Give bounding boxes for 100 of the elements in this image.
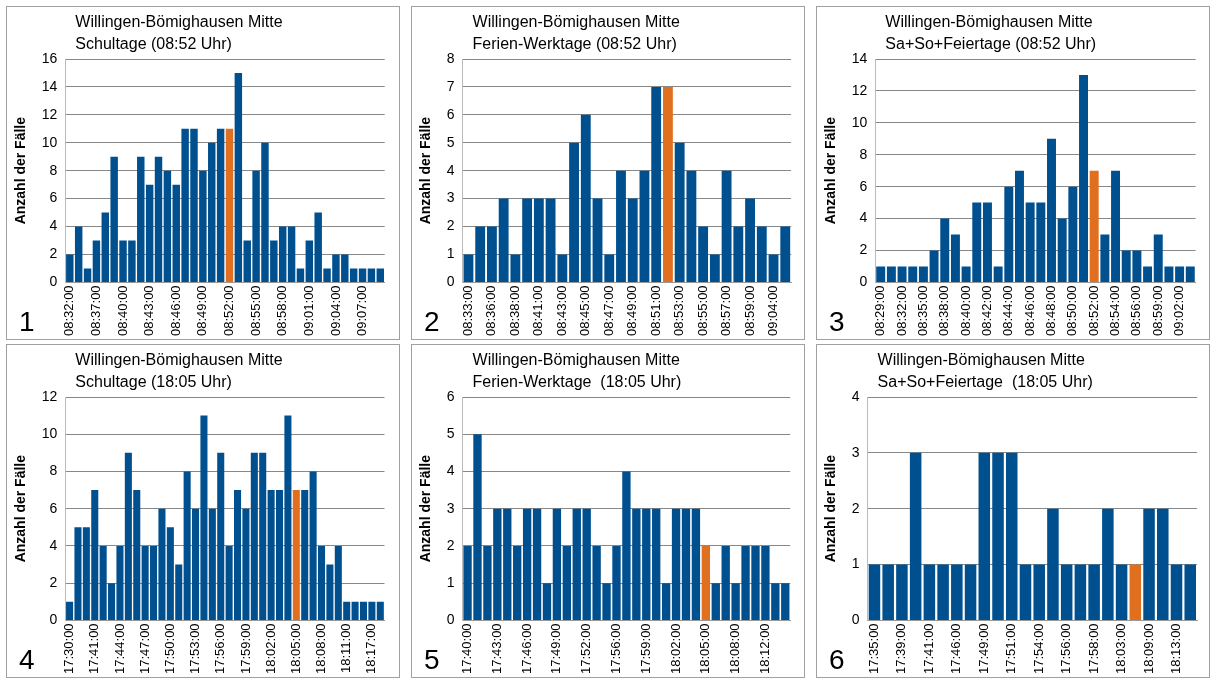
y-tick-label: 6 xyxy=(446,105,455,122)
chart-title: Willingen-Bömighausen Mitte xyxy=(75,13,283,30)
bar xyxy=(1100,234,1110,282)
x-tick-label: 17:58:00 xyxy=(1085,623,1101,675)
x-tick-label: 09:02:00 xyxy=(1171,285,1187,337)
x-tick-label: 08:40:00 xyxy=(114,285,130,337)
bar xyxy=(1060,564,1073,620)
chart-title: Willingen-Bömighausen Mitte xyxy=(877,351,1085,368)
bar xyxy=(1175,266,1185,282)
chart-title: Willingen-Bömighausen Mitte xyxy=(885,13,1093,30)
y-axis-title: Anzahl der Fälle xyxy=(822,454,839,563)
bar xyxy=(616,170,626,282)
bar xyxy=(572,508,581,620)
x-tick-label: 08:38:00 xyxy=(506,285,522,337)
y-tick-label: 8 xyxy=(49,161,58,178)
bar xyxy=(376,601,384,620)
y-tick-label: 0 xyxy=(49,611,58,628)
x-tick-label: 08:37:00 xyxy=(88,285,103,337)
bar xyxy=(475,226,486,282)
x-tick-label: 18:08:00 xyxy=(313,623,329,675)
x-tick-label: 08:49:00 xyxy=(624,285,640,337)
x-tick-label: 08:58:00 xyxy=(274,285,290,337)
x-tick-label: 18:03:00 xyxy=(1113,623,1129,675)
chart-title: Willingen-Bömighausen Mitte xyxy=(472,13,680,30)
x-tick-label: 18:08:00 xyxy=(727,623,743,675)
x-tick-label: 08:45:00 xyxy=(577,285,593,337)
y-tick-label: 12 xyxy=(41,105,58,122)
bar xyxy=(1170,564,1183,620)
chart-subtitle: Schultage (08:52 Uhr) xyxy=(75,35,232,52)
y-tick-label: 6 xyxy=(859,177,868,194)
x-tick-label: 17:41:00 xyxy=(86,623,102,675)
y-tick-label: 0 xyxy=(446,273,455,290)
bar xyxy=(937,564,949,620)
chart-title: Willingen-Bömighausen Mitte xyxy=(472,351,680,368)
bar xyxy=(1005,452,1018,620)
bar xyxy=(592,198,603,282)
x-tick-label: 17:56:00 xyxy=(1058,623,1074,675)
x-tick-label: 08:55:00 xyxy=(247,285,263,337)
x-tick-label: 18:12:00 xyxy=(757,623,772,675)
y-tick-label: 3 xyxy=(446,499,455,516)
bar xyxy=(882,564,894,620)
y-tick-label: 0 xyxy=(49,273,58,290)
x-tick-label: 17:59:00 xyxy=(237,623,253,675)
x-tick-label: 17:40:00 xyxy=(459,623,475,675)
x-tick-label: 08:35:00 xyxy=(914,285,930,337)
bar xyxy=(639,170,650,282)
x-tick-label: 17:43:00 xyxy=(488,623,504,675)
y-tick-label: 10 xyxy=(41,425,58,442)
bar xyxy=(982,202,992,282)
bar xyxy=(163,170,172,282)
y-tick-label: 1 xyxy=(446,245,455,262)
y-tick-label: 14 xyxy=(851,49,868,66)
x-tick-label: 09:07:00 xyxy=(354,285,370,337)
x-tick-label: 18:05:00 xyxy=(697,623,713,675)
x-tick-label: 08:52:00 xyxy=(1085,285,1101,337)
x-tick-label: 17:49:00 xyxy=(975,623,991,675)
y-tick-label: 2 xyxy=(446,536,455,553)
x-tick-label: 08:33:00 xyxy=(460,285,476,337)
bar xyxy=(896,564,908,620)
bar xyxy=(376,268,385,282)
y-tick-label: 0 xyxy=(446,611,455,628)
x-tick-label: 08:40:00 xyxy=(957,285,973,337)
x-tick-label: 08:59:00 xyxy=(1149,285,1165,337)
x-tick-label: 08:46:00 xyxy=(167,285,183,337)
bar xyxy=(745,198,755,282)
x-tick-label: 17:56:00 xyxy=(212,623,228,675)
x-tick-label: 08:29:00 xyxy=(872,285,888,337)
chart-title: Willingen-Bömighausen Mitte xyxy=(75,351,283,368)
y-tick-label: 1 xyxy=(851,555,860,572)
bar xyxy=(661,583,671,620)
y-tick-label: 4 xyxy=(859,209,868,226)
y-tick-label: 3 xyxy=(446,189,455,206)
bar xyxy=(225,128,234,282)
y-tick-label: 8 xyxy=(859,145,868,162)
y-tick-label: 5 xyxy=(446,133,455,150)
bar xyxy=(923,564,936,620)
x-tick-label: 08:55:00 xyxy=(694,285,710,337)
x-tick-label: 17:56:00 xyxy=(608,623,624,675)
y-tick-label: 8 xyxy=(446,49,455,66)
x-tick-label: 18:13:00 xyxy=(1168,623,1184,675)
text: 4 xyxy=(19,644,35,675)
y-tick-label: 4 xyxy=(446,462,455,479)
y-tick-label: 12 xyxy=(851,81,868,98)
y-tick-label: 2 xyxy=(49,245,58,262)
y-tick-label: 10 xyxy=(41,133,58,150)
y-tick-label: 2 xyxy=(446,217,455,234)
chart-subtitle: Sa+So+Feiertage (18:05 Uhr) xyxy=(877,373,1093,390)
bar xyxy=(532,508,542,620)
x-tick-label: 17:39:00 xyxy=(893,623,909,675)
bar xyxy=(671,508,681,620)
bar xyxy=(701,545,711,620)
bar xyxy=(1129,564,1142,620)
bar xyxy=(1143,266,1153,282)
bar xyxy=(296,268,305,282)
y-tick-label: 4 xyxy=(851,387,860,404)
bar xyxy=(1143,508,1155,620)
x-tick-label: 17:46:00 xyxy=(948,623,964,675)
bar xyxy=(868,564,881,620)
bar xyxy=(513,545,522,620)
x-tick-label: 08:47:00 xyxy=(600,285,616,337)
